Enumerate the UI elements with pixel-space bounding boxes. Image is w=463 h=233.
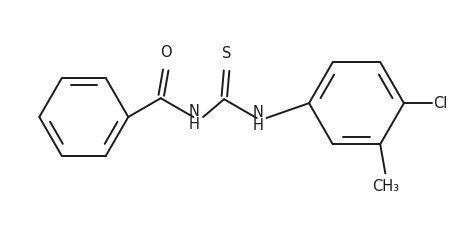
Text: N
H: N H xyxy=(188,104,199,132)
Text: Cl: Cl xyxy=(432,96,447,111)
Text: S: S xyxy=(222,46,231,61)
Text: O: O xyxy=(160,45,172,60)
Text: N
H: N H xyxy=(251,105,263,133)
Text: CH₃: CH₃ xyxy=(371,179,398,194)
